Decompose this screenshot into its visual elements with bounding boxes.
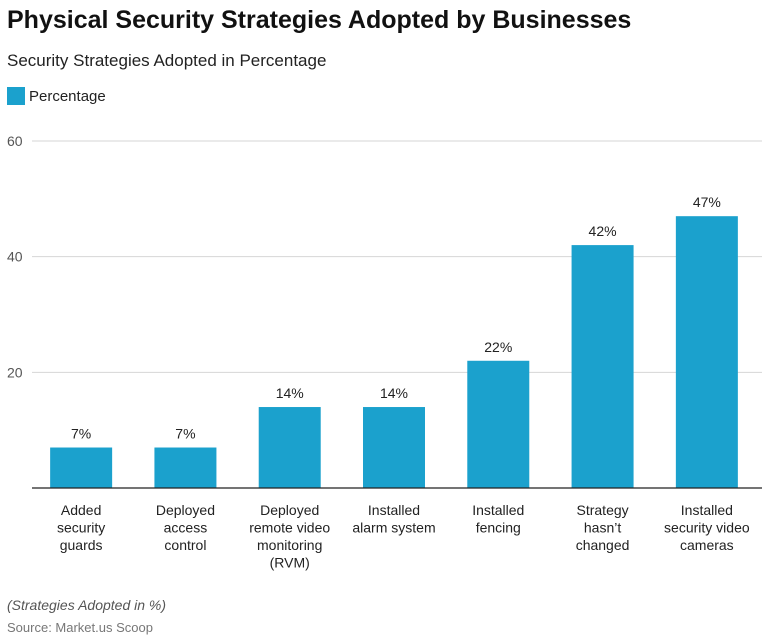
y-tick-label: 20: [7, 364, 23, 380]
data-label: 42%: [589, 223, 617, 239]
bar: [467, 360, 530, 488]
bar: [50, 447, 113, 488]
legend: Percentage: [7, 87, 106, 105]
data-label: 14%: [276, 385, 304, 401]
data-label: 22%: [484, 339, 512, 355]
source-text: Source: Market.us Scoop: [7, 620, 153, 635]
x-tick-label: Installed alarm system: [352, 502, 435, 536]
x-tick-label: Deployed remote video monitoring (RVM): [249, 502, 330, 571]
legend-swatch: [7, 87, 25, 105]
data-label: 7%: [175, 426, 195, 442]
x-tick-label: Strategy hasn’t changed: [576, 502, 630, 553]
x-tick-label: Installed fencing: [472, 502, 524, 536]
bar: [154, 447, 217, 488]
bar: [258, 407, 321, 488]
bar: [571, 245, 634, 488]
chart-subtitle: Security Strategies Adopted in Percentag…: [7, 51, 327, 70]
x-tick-label: Added security guards: [57, 502, 105, 553]
data-label: 14%: [380, 385, 408, 401]
y-tick-label: 60: [7, 133, 23, 149]
y-tick-label: 40: [7, 249, 23, 265]
chart-title: Physical Security Strategies Adopted by …: [7, 6, 632, 34]
chart-note: (Strategies Adopted in %): [7, 597, 167, 613]
bar: [363, 407, 425, 488]
bar: [675, 216, 738, 488]
legend-label: Percentage: [29, 87, 106, 105]
data-label: 47%: [693, 194, 721, 210]
x-tick-label: Installed security video cameras: [664, 502, 750, 553]
data-label: 7%: [71, 426, 91, 442]
x-tick-label: Deployed access control: [156, 502, 215, 553]
